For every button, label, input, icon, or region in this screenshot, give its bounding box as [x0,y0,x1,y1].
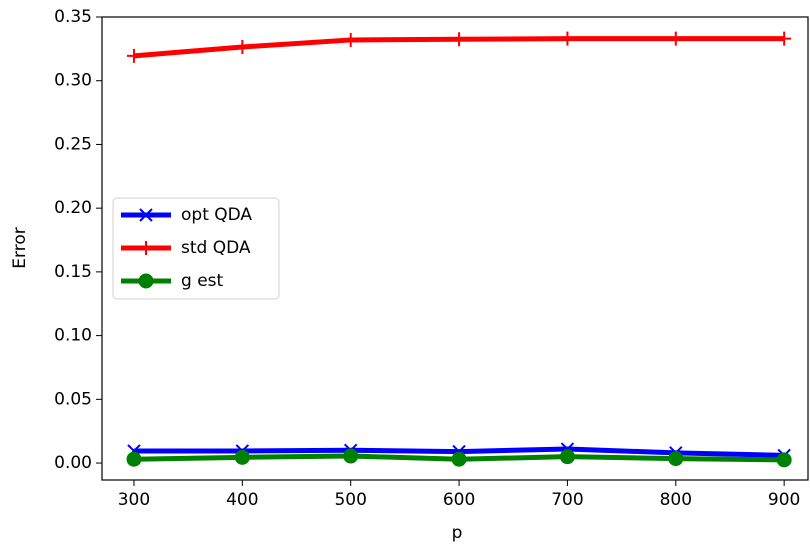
marker [668,451,684,467]
x-tick-label: 600 [443,490,475,510]
marker [126,451,142,467]
marker [234,449,250,465]
x-tick-label: 900 [768,490,800,510]
x-tick-label: 700 [551,490,583,510]
x-tick-label: 800 [660,490,692,510]
legend-label: opt QDA [181,205,252,225]
marker [776,452,792,468]
marker [777,31,792,46]
y-tick-label: 0.35 [54,7,92,27]
x-tick-label: 300 [118,490,150,510]
y-tick-label: 0.30 [54,71,92,91]
legend-marker [139,241,153,255]
y-tick-label: 0.25 [54,134,92,154]
marker [559,449,575,465]
x-tick-label: 400 [226,490,258,510]
x-tick-label: 500 [334,490,366,510]
legend-label: std QDA [181,238,251,258]
legend-marker [138,273,154,289]
marker [452,32,467,47]
plot-frame [101,16,809,481]
y-tick-label: 0.10 [54,326,92,346]
y-tick-label: 0.20 [54,198,92,218]
marker [451,451,467,467]
legend-label: g est [181,271,224,291]
legend-box [112,197,280,300]
marker [343,32,358,47]
marker [560,31,575,46]
legend: opt QDA std QDA g est [112,197,280,300]
marker [235,39,250,54]
y-tick-label: 0.15 [54,262,92,282]
marker [126,48,141,63]
y-axis-label: Error [10,227,30,268]
y-tick-label: 0.00 [54,453,92,473]
marker [343,448,359,464]
x-axis-label: p [452,523,463,543]
legend-marker [139,208,153,222]
marker [668,31,683,46]
y-tick-label: 0.05 [54,389,92,409]
